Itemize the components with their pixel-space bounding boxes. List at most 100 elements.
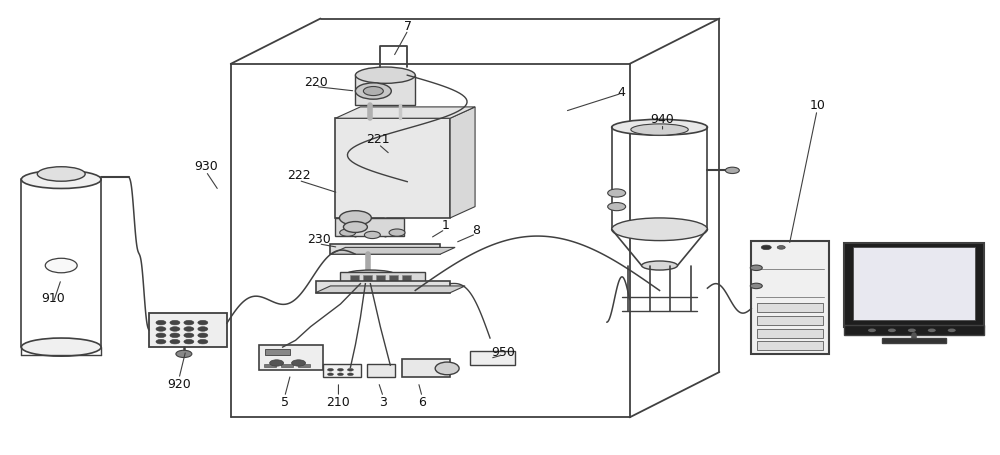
Bar	[882, 339, 946, 344]
Circle shape	[777, 246, 785, 250]
Bar	[402, 359, 450, 378]
Bar	[367, 364, 395, 378]
Circle shape	[888, 329, 896, 333]
Circle shape	[156, 334, 166, 338]
Polygon shape	[355, 76, 415, 106]
Circle shape	[608, 190, 626, 197]
Circle shape	[725, 168, 739, 174]
Circle shape	[868, 329, 876, 333]
Bar	[402, 275, 411, 282]
Circle shape	[339, 211, 371, 226]
Circle shape	[337, 373, 343, 376]
Bar	[757, 329, 823, 338]
Text: 940: 940	[651, 112, 674, 126]
Bar	[335, 119, 450, 218]
Circle shape	[184, 339, 194, 344]
Circle shape	[198, 327, 208, 332]
Circle shape	[156, 339, 166, 344]
Circle shape	[761, 246, 771, 250]
Circle shape	[750, 283, 762, 289]
Text: 210: 210	[327, 395, 350, 408]
Circle shape	[608, 203, 626, 211]
Bar	[330, 245, 440, 255]
Bar	[363, 275, 372, 282]
Text: 221: 221	[367, 133, 390, 146]
Circle shape	[389, 229, 405, 237]
Circle shape	[176, 350, 192, 358]
Ellipse shape	[21, 339, 101, 356]
Circle shape	[355, 84, 391, 100]
Bar	[265, 349, 290, 355]
Text: 910: 910	[41, 291, 65, 304]
Text: 3: 3	[379, 395, 387, 408]
Bar	[470, 351, 515, 365]
Bar	[340, 273, 425, 284]
Bar	[264, 364, 276, 368]
Circle shape	[45, 259, 77, 273]
Text: 950: 950	[491, 345, 515, 359]
Bar	[316, 282, 450, 293]
Text: 920: 920	[167, 377, 191, 390]
Text: 230: 230	[307, 233, 330, 245]
Circle shape	[908, 329, 916, 333]
Circle shape	[184, 321, 194, 325]
Circle shape	[170, 339, 180, 344]
Bar	[376, 275, 385, 282]
Circle shape	[198, 334, 208, 338]
Circle shape	[337, 369, 343, 371]
Bar	[350, 275, 359, 282]
Circle shape	[170, 327, 180, 332]
Circle shape	[156, 327, 166, 332]
Bar	[149, 313, 227, 347]
Text: 6: 6	[418, 395, 426, 408]
Circle shape	[170, 334, 180, 338]
Polygon shape	[335, 108, 475, 119]
Bar	[298, 364, 310, 368]
Ellipse shape	[612, 120, 707, 136]
Bar	[335, 218, 404, 237]
Ellipse shape	[612, 218, 707, 241]
Circle shape	[184, 334, 194, 338]
Text: 8: 8	[472, 223, 480, 236]
Bar	[757, 341, 823, 350]
Bar	[757, 303, 823, 313]
Circle shape	[170, 321, 180, 325]
Bar	[844, 326, 984, 336]
Text: 930: 930	[194, 160, 218, 173]
Text: 5: 5	[281, 395, 289, 408]
Circle shape	[928, 329, 936, 333]
Circle shape	[347, 369, 353, 371]
Circle shape	[198, 339, 208, 344]
Bar	[844, 243, 984, 327]
Ellipse shape	[345, 270, 395, 279]
Circle shape	[327, 373, 333, 376]
Text: 7: 7	[404, 20, 412, 33]
Text: 10: 10	[809, 99, 825, 112]
Bar	[853, 248, 975, 320]
Ellipse shape	[642, 262, 678, 270]
Circle shape	[364, 232, 380, 239]
Polygon shape	[450, 108, 475, 218]
Text: 220: 220	[304, 76, 327, 89]
Ellipse shape	[21, 171, 101, 189]
Text: 222: 222	[287, 169, 310, 182]
Bar	[323, 364, 361, 378]
Circle shape	[750, 265, 762, 271]
Circle shape	[363, 87, 383, 96]
Circle shape	[327, 369, 333, 371]
Bar	[389, 275, 398, 282]
Ellipse shape	[435, 362, 459, 375]
Circle shape	[343, 222, 367, 233]
Ellipse shape	[631, 125, 688, 136]
Text: 1: 1	[441, 219, 449, 232]
Circle shape	[198, 321, 208, 325]
Ellipse shape	[355, 68, 415, 84]
Text: 4: 4	[618, 86, 626, 98]
Bar	[751, 241, 829, 354]
Circle shape	[270, 360, 284, 366]
Bar	[757, 316, 823, 325]
Bar	[281, 364, 293, 368]
Circle shape	[292, 360, 306, 366]
Circle shape	[340, 229, 356, 237]
Polygon shape	[330, 248, 455, 255]
